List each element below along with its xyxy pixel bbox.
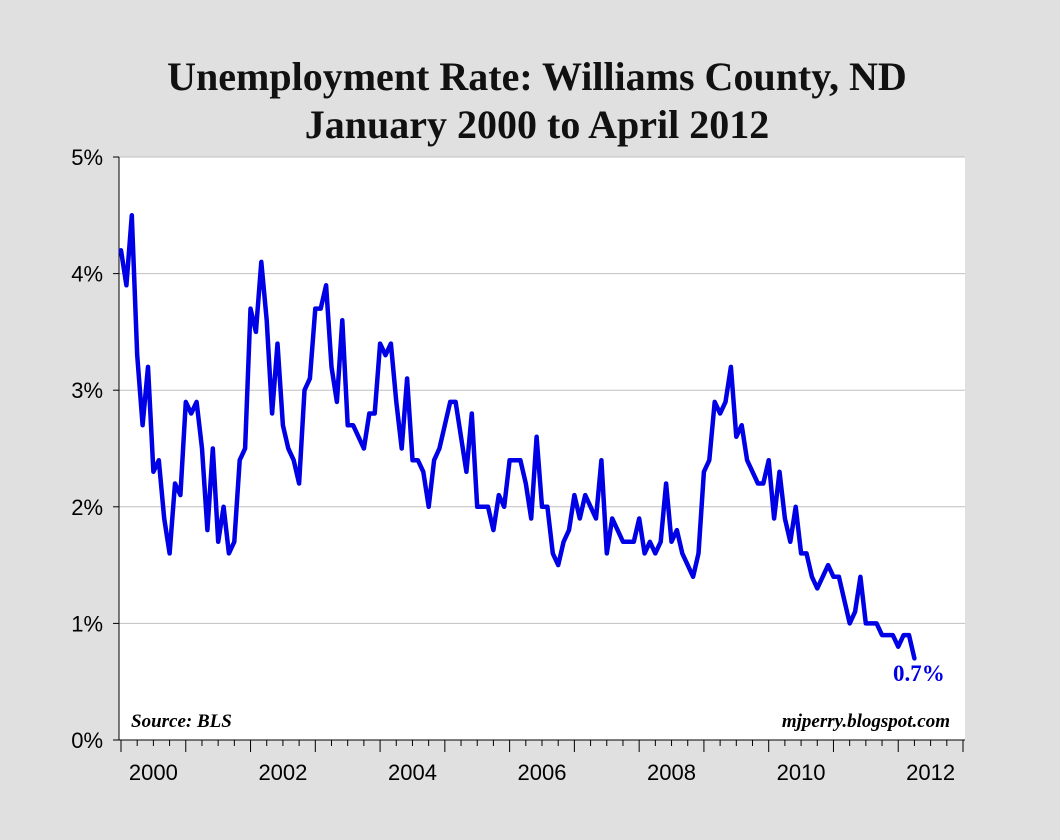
source-note: Source: BLS: [131, 711, 232, 732]
y-tick-label: 0%: [71, 728, 103, 753]
credit-note: mjperry.blogspot.com: [782, 711, 950, 732]
y-tick-label: 5%: [71, 145, 103, 170]
y-tick-label: 1%: [71, 611, 103, 636]
y-tick-label: 2%: [71, 495, 103, 520]
x-tick-label: 2006: [518, 760, 567, 785]
y-tick-label: 4%: [71, 262, 103, 287]
plot-area: [119, 157, 965, 740]
axes: 0% 1% 2% 3% 4% 5% 2000 2002 2004 2006 2008 2010 2012: [71, 145, 965, 785]
y-tick-label: 3%: [71, 378, 103, 403]
x-tick-label: 2002: [258, 760, 307, 785]
series-layer: [118, 213, 917, 661]
x-tick-label: 2012: [906, 760, 955, 785]
x-tick-label: 2000: [129, 760, 178, 785]
series-line: [118, 213, 917, 661]
last-value-label: 0.7%: [893, 661, 945, 686]
chart-title: Unemployment Rate: Williams County, ND: [167, 54, 907, 99]
x-tick-label: 2004: [388, 760, 437, 785]
chart-subtitle: January 2000 to April 2012: [305, 102, 769, 147]
x-tick-label: 2008: [647, 760, 696, 785]
x-tick-label: 2010: [777, 760, 826, 785]
